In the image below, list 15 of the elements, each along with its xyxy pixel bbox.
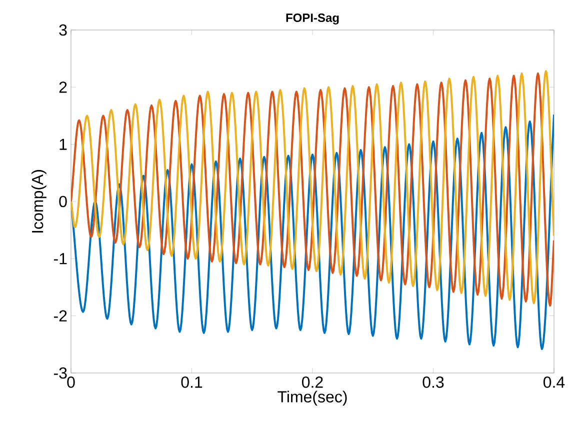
x-tick-label: 0.2: [302, 376, 323, 388]
y-tick-label: -3: [54, 367, 67, 379]
y-tick-label: -1: [54, 253, 67, 264]
y-tick-label: 0: [59, 196, 67, 208]
y-tick-label: 1: [60, 138, 67, 150]
chart-title: FOPI-Sag: [286, 14, 339, 24]
x-axis-title: Time(sec): [278, 390, 347, 406]
y-tick-label: -2: [54, 310, 67, 322]
y-tick-label: 3: [59, 24, 67, 36]
x-tick-label: 0.4: [544, 376, 565, 388]
x-tick-label: 0.3: [422, 376, 444, 388]
y-tick-label: 2: [59, 82, 67, 93]
y-axis-title: Icomp(A): [31, 170, 46, 232]
x-tick-label: 0: [67, 376, 75, 388]
x-tick-label: 0.1: [181, 376, 202, 388]
